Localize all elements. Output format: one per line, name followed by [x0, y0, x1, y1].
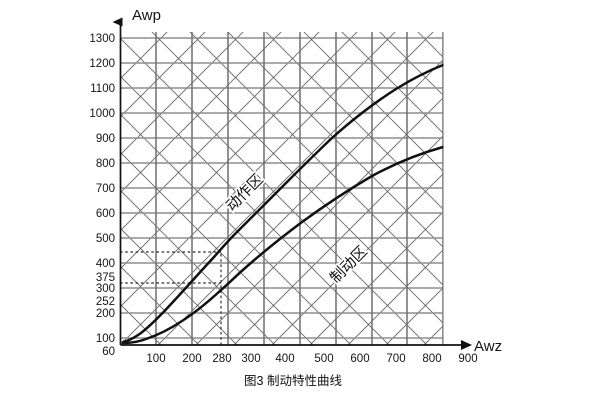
y-tick-1300: 1300	[89, 33, 115, 45]
y-axis-label: Awp	[132, 7, 161, 24]
y-tick-500: 500	[96, 233, 115, 245]
diagonal-grid-negative	[120, 32, 444, 345]
x-axis-label: Awz	[474, 338, 502, 355]
y-tick-labels: 1300 1200 1100 1000 900 800 700 600 500 …	[89, 33, 115, 358]
x-tick-labels: 100 200 280 300 400 500 600 700 800 900	[146, 353, 477, 365]
x-tick-900: 900	[458, 353, 477, 365]
vertical-gridlines	[155, 32, 444, 345]
y-tick-400: 400	[96, 258, 115, 270]
y-tick-600: 600	[96, 208, 115, 220]
curve-upper-limit	[121, 63, 444, 344]
y-tick-700: 700	[96, 183, 115, 195]
y-tick-252: 252	[96, 296, 115, 308]
x-tick-280: 280	[212, 353, 231, 365]
x-tick-100: 100	[146, 353, 165, 365]
x-tick-600: 600	[350, 353, 369, 365]
curve-lower-limit	[121, 145, 444, 345]
y-tick-300: 300	[96, 283, 115, 295]
y-tick-1200: 1200	[89, 58, 115, 70]
y-tick-800: 800	[96, 158, 115, 170]
y-tick-1000: 1000	[89, 108, 115, 120]
x-tick-800: 800	[422, 353, 441, 365]
x-tick-300: 300	[241, 353, 260, 365]
x-tick-500: 500	[314, 353, 333, 365]
reference-lines	[120, 251, 222, 345]
x-tick-700: 700	[386, 353, 405, 365]
characteristic-curves	[121, 63, 444, 345]
x-tick-400: 400	[275, 353, 294, 365]
y-tick-200: 200	[96, 308, 115, 320]
x-tick-200: 200	[182, 353, 201, 365]
figure-caption: 图3 制动特性曲线	[244, 373, 342, 388]
y-tick-375: 375	[96, 272, 115, 284]
y-tick-1100: 1100	[90, 83, 115, 95]
y-tick-60: 60	[102, 346, 115, 358]
y-tick-900: 900	[96, 133, 115, 145]
y-tick-100: 100	[96, 333, 115, 345]
